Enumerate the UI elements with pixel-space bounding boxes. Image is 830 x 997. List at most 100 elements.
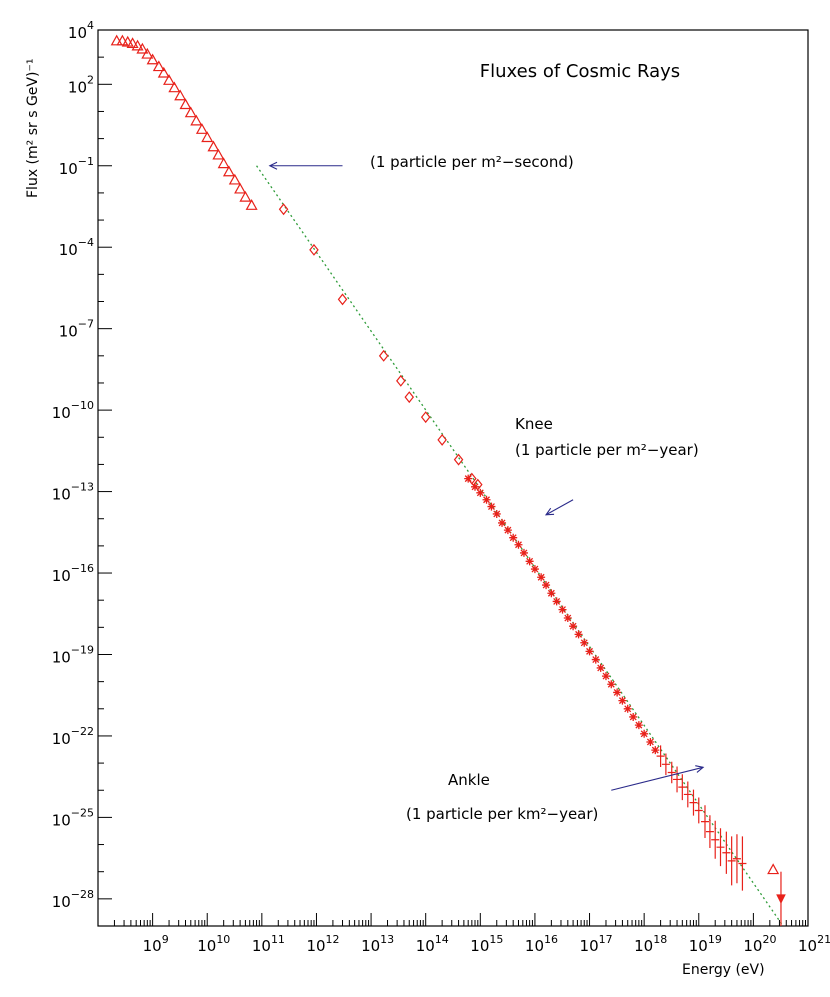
diamond-marker bbox=[278, 203, 289, 216]
x-tick-label: 1016 bbox=[525, 933, 558, 955]
chart-title: Fluxes of Cosmic Rays bbox=[480, 61, 680, 82]
reference-line-group bbox=[256, 165, 784, 927]
plot-frame bbox=[97, 29, 809, 927]
triangle-marker bbox=[184, 106, 197, 118]
y-tick-label: 10−16 bbox=[52, 562, 94, 585]
triangle-marker bbox=[195, 123, 208, 134]
annotation-second-text: (1 particle per m²−second) bbox=[370, 153, 574, 171]
data-points bbox=[110, 34, 786, 926]
errorbar-marker bbox=[716, 828, 725, 867]
errorbar-marker bbox=[732, 834, 741, 884]
star-marker bbox=[618, 696, 627, 705]
triangle-marker bbox=[179, 98, 192, 110]
x-tick-label: 1019 bbox=[689, 933, 722, 955]
annotation-ankle-text: (1 particle per km²−year) bbox=[406, 805, 598, 823]
x-tick-label: 1013 bbox=[361, 933, 394, 955]
y-tick-label: 10−25 bbox=[52, 806, 94, 829]
x-tick-label: 1015 bbox=[470, 933, 503, 955]
star-marker bbox=[634, 721, 643, 730]
x-tick-label: 1012 bbox=[306, 933, 339, 955]
annotation-knee-arrow bbox=[545, 499, 574, 516]
star-marker bbox=[537, 573, 546, 582]
star-marker bbox=[563, 614, 572, 623]
errorbar-marker bbox=[667, 761, 676, 784]
star-marker bbox=[525, 557, 534, 566]
errorbar-marker bbox=[722, 831, 731, 874]
errorbar-marker bbox=[738, 836, 747, 891]
diamond-marker bbox=[378, 349, 389, 362]
star-marker bbox=[580, 638, 589, 647]
x-tick-label: 1011 bbox=[252, 933, 285, 955]
y-tick-label: 10−13 bbox=[52, 481, 94, 504]
y-tick-label: 10−7 bbox=[59, 318, 94, 341]
triangle-marker bbox=[146, 53, 159, 65]
y-tick-label: 10−4 bbox=[59, 236, 94, 259]
star-marker bbox=[574, 630, 583, 639]
star-marker bbox=[503, 526, 512, 535]
star-marker bbox=[514, 540, 523, 549]
y-axis-label: Flux (m² sr s GeV)⁻¹ bbox=[25, 59, 41, 198]
star-marker bbox=[547, 589, 556, 598]
triangle-marker bbox=[234, 182, 247, 194]
triangle-marker bbox=[110, 34, 123, 46]
diamond-marker bbox=[404, 391, 415, 404]
x-tick-label: 109 bbox=[143, 933, 169, 955]
star-marker bbox=[607, 680, 616, 689]
triangle-marker bbox=[116, 34, 129, 46]
triangle-marker bbox=[152, 60, 165, 72]
x-axis-ticks: 109 1010 1011 1012 1013 1014 1015 1016 1017 1018 1… bbox=[97, 913, 830, 955]
star-marker bbox=[498, 518, 507, 527]
triangle-marker bbox=[217, 157, 230, 169]
triangle-marker bbox=[245, 199, 258, 210]
star-marker bbox=[464, 474, 473, 483]
star-marker bbox=[640, 729, 649, 738]
annotation-ankle-arrow-head bbox=[695, 765, 705, 773]
triangle-marker bbox=[174, 89, 187, 101]
star-marker bbox=[623, 704, 632, 713]
x-tick-label: 1014 bbox=[416, 933, 449, 955]
annotation-knee-arrow-head bbox=[544, 507, 555, 516]
diamond-marker bbox=[396, 374, 406, 387]
star-marker bbox=[613, 688, 622, 697]
y-tick-label: 10−1 bbox=[59, 155, 94, 178]
star-marker bbox=[471, 482, 480, 491]
errorbar-marker bbox=[705, 815, 714, 848]
diamond-marker bbox=[453, 453, 464, 466]
star-marker bbox=[476, 488, 485, 497]
triangle-marker bbox=[228, 173, 241, 185]
errorbar-marker bbox=[678, 774, 687, 801]
y-tick-label: 10−19 bbox=[52, 643, 94, 666]
triangle-marker bbox=[163, 74, 176, 85]
annotation-second-arrow-head bbox=[268, 161, 278, 170]
errorbar-marker bbox=[689, 789, 698, 816]
star-marker bbox=[569, 622, 578, 631]
triangle-marker bbox=[207, 140, 220, 152]
star-marker bbox=[651, 746, 660, 755]
x-axis-label: Energy (eV) bbox=[682, 962, 765, 978]
star-marker bbox=[558, 605, 567, 614]
star-marker bbox=[596, 663, 605, 672]
star-marker bbox=[509, 533, 518, 542]
star-marker bbox=[646, 737, 655, 746]
star-marker bbox=[601, 672, 610, 681]
annotation-ankle-arrow bbox=[611, 766, 704, 791]
triangle-marker bbox=[212, 148, 225, 160]
triangle-marker bbox=[168, 81, 181, 93]
y-tick-label: 102 bbox=[68, 73, 94, 96]
x-tick-label: 1010 bbox=[197, 933, 230, 955]
y-axis-ticks: 104 102 10−1 10−4 10−7 10−10 10−13 10−16 10−19 10… bbox=[52, 19, 112, 927]
y-tick-label: 10−10 bbox=[52, 399, 94, 422]
diamond-marker bbox=[437, 433, 447, 446]
x-tick-label: 1020 bbox=[743, 933, 776, 955]
x-tick-label: 1021 bbox=[798, 933, 830, 955]
x-tick-label: 1018 bbox=[634, 933, 667, 955]
star-marker bbox=[492, 509, 501, 518]
errorbar-marker bbox=[683, 781, 692, 808]
errorbar-marker bbox=[700, 805, 709, 838]
star-marker bbox=[552, 597, 561, 606]
reference-line bbox=[256, 165, 784, 927]
y-tick-label: 10−28 bbox=[52, 888, 94, 911]
diamond-marker bbox=[337, 293, 348, 306]
errorbar-marker bbox=[656, 745, 665, 767]
star-marker bbox=[487, 502, 496, 511]
